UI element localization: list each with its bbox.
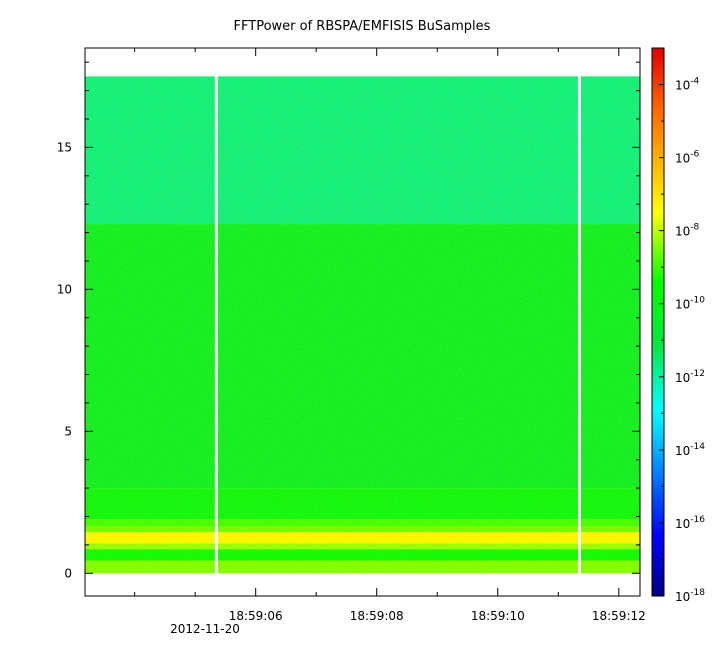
x-date-label: 2012-11-20 — [170, 622, 240, 636]
colorbar-tick-label: 10-4 — [675, 77, 700, 93]
heatmap-texture — [85, 76, 640, 574]
colorbar-tick-label: 10-12 — [675, 369, 705, 385]
colorbar-axis: 10-4 10-6 10-8 10-10 10-12 10-14 10-16 10-18 — [659, 47, 705, 604]
y-tick-label: 10 — [57, 282, 72, 296]
colorbar — [651, 47, 665, 597]
data-gap-line — [577, 76, 581, 574]
colorbar-tick-label: 10-8 — [675, 223, 700, 239]
x-tick-label: 18:59:12 — [592, 609, 646, 623]
y-tick-label: 15 — [57, 140, 72, 154]
chart-title: FFTPower of RBSPA/EMFISIS BuSamples — [234, 19, 491, 34]
y-axis: 0 5 10 15 — [57, 61, 640, 580]
colorbar-tick-label: 10-10 — [675, 296, 705, 312]
x-tick-label: 18:59:10 — [471, 609, 525, 623]
y-tick-label: 0 — [64, 566, 72, 580]
y-tick-label: 5 — [64, 424, 72, 438]
colorbar-tick-label: 10-6 — [675, 150, 700, 166]
plot-frame — [84, 47, 641, 597]
colorbar-tick-label: 10-16 — [675, 515, 705, 531]
x-tick-label: 18:59:08 — [350, 609, 404, 623]
colorbar-tick-label: 10-18 — [675, 588, 705, 604]
data-gap-line — [214, 76, 218, 574]
heatmap-layer — [85, 76, 640, 574]
x-tick-label: 18:59:06 — [229, 609, 283, 623]
x-axis: 18:59:06 18:59:08 18:59:10 18:59:12 — [134, 48, 646, 623]
colorbar-tick-label: 10-14 — [675, 442, 705, 458]
